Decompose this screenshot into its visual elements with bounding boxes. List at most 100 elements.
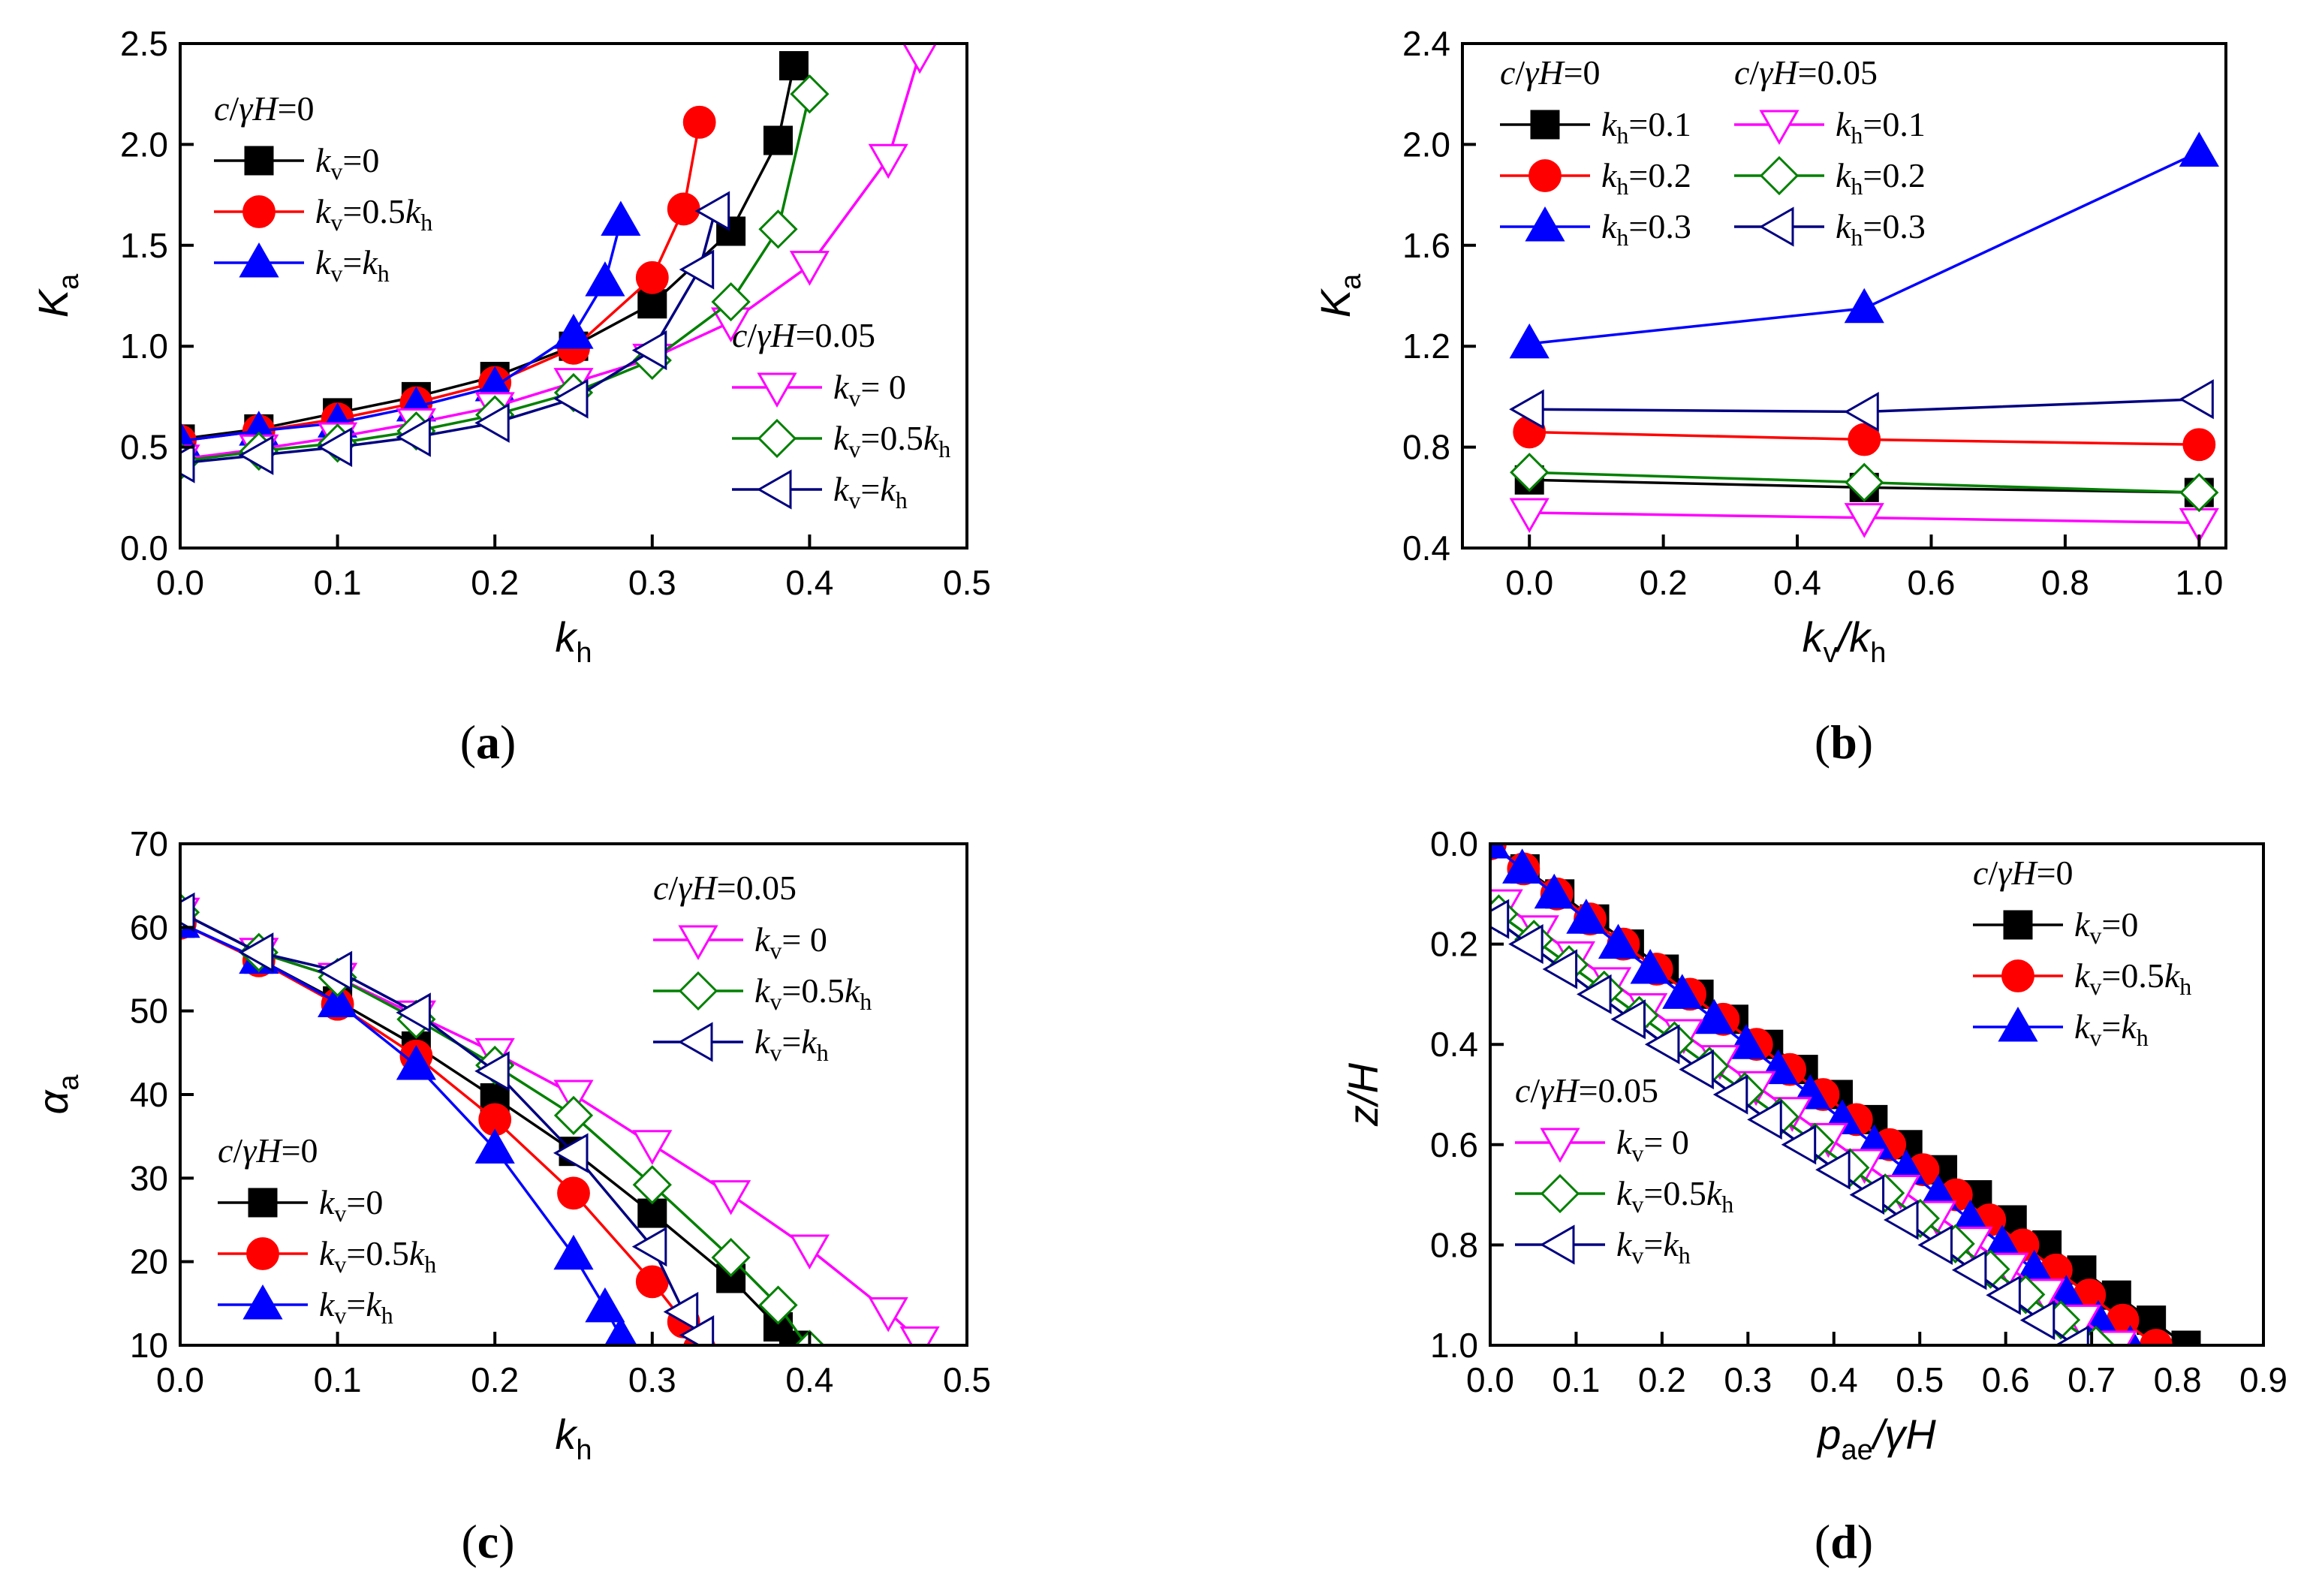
legend-label: kv= 0: [754, 920, 827, 964]
y-tick-label: 0.0: [120, 528, 168, 568]
x-tick-label: 0.2: [471, 563, 519, 602]
legend-label: kv=kh: [833, 470, 908, 513]
data-point: [553, 1133, 589, 1173]
data-point: [1644, 1024, 1680, 1065]
data-point: [553, 1234, 594, 1270]
plot-frame: [1489, 842, 2265, 1347]
data-point: [2179, 472, 2219, 513]
legend-label: kh=0.2: [1601, 156, 1691, 200]
data-point: [631, 1227, 667, 1267]
legend-label: kv=kh: [315, 243, 390, 287]
data-point: [1844, 288, 1884, 324]
panel-d: 0.0 0.1 0.2 0.3 0.4 0.5 0.6 0.7 0.8 0.9 0.0 0.2 0.4 0…: [1339, 824, 2287, 1568]
data-point: [1747, 1099, 1782, 1140]
legend-d-0: c/γH=0kv=0 kv=0.5kh kv=kh: [1973, 854, 2191, 1051]
data-point: [632, 1165, 672, 1205]
legend-a-0: c/γH=0kv=0 kv=0.5kh kv=kh: [214, 89, 432, 287]
data-point: [1712, 1074, 1748, 1115]
series-line: [180, 911, 809, 1345]
legend-marker: [1530, 110, 1560, 140]
legend-label: kv=0: [319, 1183, 383, 1227]
data-point: [899, 1326, 940, 1345]
legend-label: kv=0: [2074, 905, 2138, 949]
y-tick-label: 0.8: [1430, 1225, 1478, 1264]
series-b-3: [1509, 498, 2219, 544]
legend-title: c/γH=0: [218, 1131, 318, 1170]
legend-b-1: c/γH=0.05 kh=0.1 kh=0.2 kh=0.3: [1734, 53, 1926, 251]
data-point: [1844, 391, 1879, 432]
series-b-5: [1509, 379, 2214, 432]
legend-title: c/γH=0.05: [653, 869, 797, 907]
legend-label: kv=0.5kh: [1616, 1174, 1733, 1218]
x-tick-label: 0.3: [628, 1360, 676, 1399]
x-tick-label: 0.2: [1640, 563, 1688, 602]
data-point: [553, 314, 594, 349]
series-line: [180, 922, 622, 1338]
legend-marker: [678, 925, 718, 961]
data-point: [2179, 131, 2219, 167]
legend-marker: [246, 1237, 279, 1270]
x-tick-label: 0.8: [2041, 563, 2089, 602]
data-point: [553, 378, 589, 419]
legend-b-0: c/γH=0kh=0.1 kh=0.2 kh=0.3: [1500, 53, 1691, 251]
legend-label: kh=0.1: [1601, 105, 1691, 149]
data-point: [758, 1285, 798, 1325]
data-point: [1883, 1200, 1919, 1240]
legend-title: c/γH=0: [1500, 53, 1601, 92]
data-point: [2179, 379, 2214, 420]
data-point: [663, 1291, 699, 1333]
legend-marker: [1758, 206, 1794, 247]
x-tick-label: 0.5: [943, 563, 991, 602]
x-tick-label: 0.1: [314, 1360, 362, 1399]
data-point: [1679, 1049, 1714, 1090]
data-point: [1509, 498, 1550, 533]
plot-frame: [1461, 42, 2227, 550]
data-point: [474, 1128, 515, 1164]
y-tick-label: 10: [130, 1326, 168, 1365]
x-tick-label: 0.4: [785, 1360, 833, 1399]
legend-marker: [1539, 1224, 1575, 1265]
data-point: [585, 1287, 625, 1323]
x-axis-label: pae/γH: [1816, 1411, 1936, 1466]
data-point: [1534, 873, 1574, 909]
y-tick-label: 40: [130, 1075, 168, 1114]
data-point: [2019, 1300, 2055, 1341]
legend-marker: [757, 372, 797, 408]
data-point: [635, 1265, 669, 1299]
legend-marker: [1540, 1128, 1580, 1164]
data-point: [601, 200, 641, 236]
x-tick-label: 0.0: [156, 563, 204, 602]
x-tick-label: 0.2: [471, 1360, 519, 1399]
y-tick-label: 2.5: [120, 24, 168, 63]
x-tick-label: 0.6: [1907, 563, 1955, 602]
data-point: [763, 125, 793, 155]
x-axis-label: kv/kh: [1803, 613, 1887, 669]
legend-title: c/γH=0: [1973, 854, 2074, 892]
data-point: [474, 402, 510, 443]
legend-marker: [678, 971, 718, 1011]
data-point: [474, 1051, 510, 1092]
data-point: [1490, 844, 1510, 859]
x-tick-label: 0.5: [1896, 1360, 1944, 1399]
data-point: [682, 105, 716, 139]
data-point: [789, 251, 830, 286]
data-point: [1509, 323, 1550, 359]
series-line: [1493, 917, 2076, 1345]
legend-label: kv= 0: [833, 368, 906, 411]
legend-c-1: c/γH=0.05 kv= 0 kv=0.5kh kv=kh: [653, 869, 872, 1066]
series-c-5: [180, 892, 715, 1345]
x-tick-label: 0.3: [1724, 1360, 1772, 1399]
series-line: [180, 93, 812, 463]
data-point: [1726, 1024, 1766, 1059]
data-point: [1844, 503, 1884, 538]
data-point: [779, 51, 809, 81]
data-point: [679, 249, 715, 290]
legend-title: c/γH=0.05: [732, 316, 875, 354]
y-tick-label: 2.0: [120, 125, 168, 164]
x-tick-label: 0.9: [2239, 1360, 2287, 1399]
data-point: [711, 1237, 751, 1278]
x-tick-label: 0.4: [1773, 563, 1821, 602]
legend-marker: [677, 1022, 713, 1062]
data-point: [1508, 924, 1544, 965]
